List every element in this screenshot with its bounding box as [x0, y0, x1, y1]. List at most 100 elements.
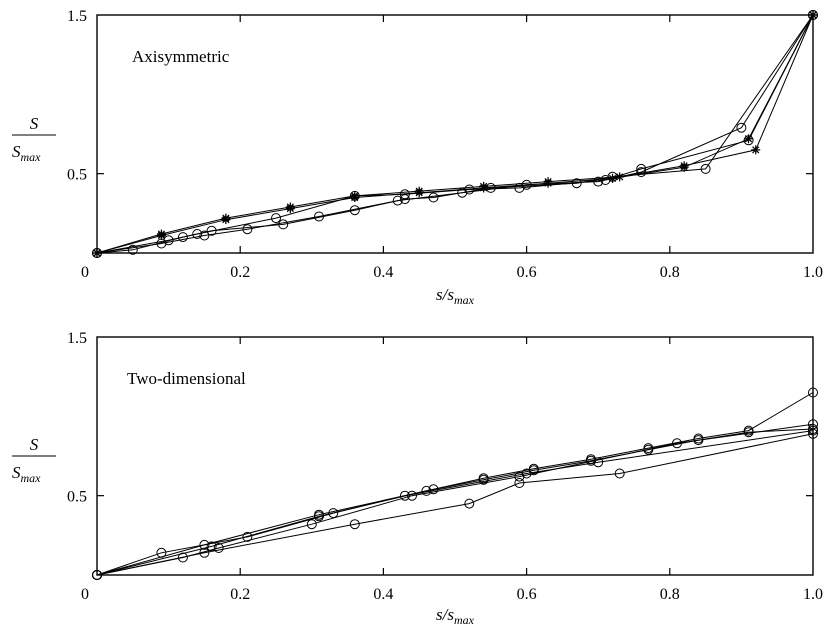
y-label-denominator: Smax — [12, 463, 41, 485]
data-point-circle — [156, 547, 167, 558]
data-point-circle — [514, 478, 525, 488]
data-point-circle — [743, 135, 754, 146]
plot-frame — [96, 336, 814, 576]
data-point-circle — [808, 387, 818, 398]
data-point-circle — [314, 211, 324, 222]
data-point-star — [156, 231, 166, 241]
data-point-circle — [177, 552, 188, 563]
data-point-star — [479, 183, 489, 193]
data-point-circle — [478, 474, 489, 485]
data-point-circle — [399, 189, 410, 200]
y-label-denominator: Smax — [12, 142, 41, 164]
data-point-circle — [399, 490, 410, 501]
data-point-circle — [693, 435, 704, 446]
x-tick-label: 0.4 — [373, 264, 393, 281]
data-point-circle — [485, 182, 496, 193]
data-point-circle — [213, 543, 224, 553]
x-tick-label: 0.8 — [660, 586, 680, 603]
data-point-circle — [156, 238, 167, 249]
x-tick-label: 0.6 — [517, 586, 537, 603]
data-point-circle — [349, 519, 360, 530]
data-point-circle — [514, 182, 525, 193]
x-tick-label: 0.8 — [660, 264, 680, 281]
x-tick-label: 0.2 — [230, 264, 250, 281]
data-point-circle — [278, 219, 289, 230]
data-point-circle — [457, 187, 468, 198]
data-point-star — [221, 215, 231, 225]
data-point-star — [285, 204, 295, 214]
data-point-circle — [407, 490, 417, 501]
data-point-circle — [399, 194, 410, 205]
series-line-4 — [96, 430, 814, 576]
series-line-2 — [96, 428, 814, 576]
data-point-circle — [586, 455, 596, 466]
series-lines — [96, 392, 814, 576]
x-tick-label: 0.2 — [230, 586, 250, 603]
series-markers — [92, 10, 818, 258]
data-point-circle — [177, 232, 188, 243]
plot-frame — [96, 14, 814, 254]
y-label-numerator: S — [30, 114, 39, 133]
data-point-circle — [163, 235, 174, 246]
axis-ticks: 0 0.2 0.4 0.6 0.8 1.0 0.5 1.5 — [67, 8, 823, 281]
data-point-circle — [92, 570, 102, 580]
data-point-circle — [428, 192, 439, 203]
panel-label: Axisymmetric — [132, 47, 230, 66]
data-point-circle — [271, 213, 281, 224]
data-point-circle — [521, 179, 532, 190]
data-point-circle — [514, 471, 525, 482]
x-tick-label: 0.6 — [517, 264, 537, 281]
data-point-circle — [428, 484, 439, 495]
x-tick-label: 0.4 — [373, 586, 393, 603]
data-point-circle — [636, 167, 647, 178]
data-point-circle — [199, 539, 210, 550]
y-tick-label: 0.5 — [67, 167, 87, 184]
data-point-circle — [521, 468, 532, 479]
data-point-circle — [127, 244, 138, 255]
data-point-circle — [528, 465, 539, 476]
data-point-circle — [421, 485, 432, 496]
data-point-circle — [571, 178, 582, 189]
y-axis-label: S Smax — [12, 114, 56, 164]
data-point-star — [92, 248, 102, 258]
series-markers — [92, 387, 818, 580]
data-point-circle — [607, 171, 618, 182]
x-axis-label: s/smax — [436, 605, 475, 627]
series-line-5 — [96, 433, 814, 576]
data-point-star — [543, 178, 553, 188]
data-point-circle — [614, 468, 625, 479]
data-point-circle — [464, 498, 475, 509]
data-point-circle — [206, 541, 217, 552]
panel-label: Two-dimensional — [127, 369, 246, 388]
data-point-star — [350, 192, 360, 202]
data-point-star — [679, 162, 689, 172]
data-point-circle — [192, 229, 203, 239]
data-point-star — [744, 134, 754, 144]
series-line-2 — [96, 14, 814, 254]
data-point-star — [414, 188, 424, 198]
data-point-circle — [808, 428, 818, 439]
y-tick-label: 1.5 — [67, 330, 87, 347]
data-point-circle — [206, 225, 217, 236]
chart-axisymmetric: Axisymmetric S Smax s/smax 0 0.2 0.4 0.6 0.8… — [12, 8, 823, 307]
series-line-4 — [96, 14, 814, 254]
x-tick-label: 0 — [81, 586, 89, 603]
data-point-circle — [314, 511, 324, 522]
data-point-circle — [199, 230, 210, 241]
axis-ticks: 0 0.2 0.4 0.6 0.8 1.0 0.5 1.5 — [67, 330, 823, 603]
data-point-circle — [199, 547, 210, 558]
x-axis-label: s/smax — [436, 285, 475, 307]
data-point-circle — [464, 184, 475, 195]
data-point-circle — [242, 531, 253, 542]
data-point-circle — [349, 205, 360, 216]
data-point-circle — [808, 425, 818, 436]
data-point-circle — [736, 122, 747, 133]
data-point-circle — [328, 508, 339, 519]
y-tick-label: 0.5 — [67, 489, 87, 506]
data-point-star — [608, 173, 618, 183]
data-point-circle — [643, 444, 654, 455]
data-point-circle — [808, 10, 818, 20]
data-point-circle — [593, 457, 604, 468]
data-point-circle — [636, 163, 647, 174]
